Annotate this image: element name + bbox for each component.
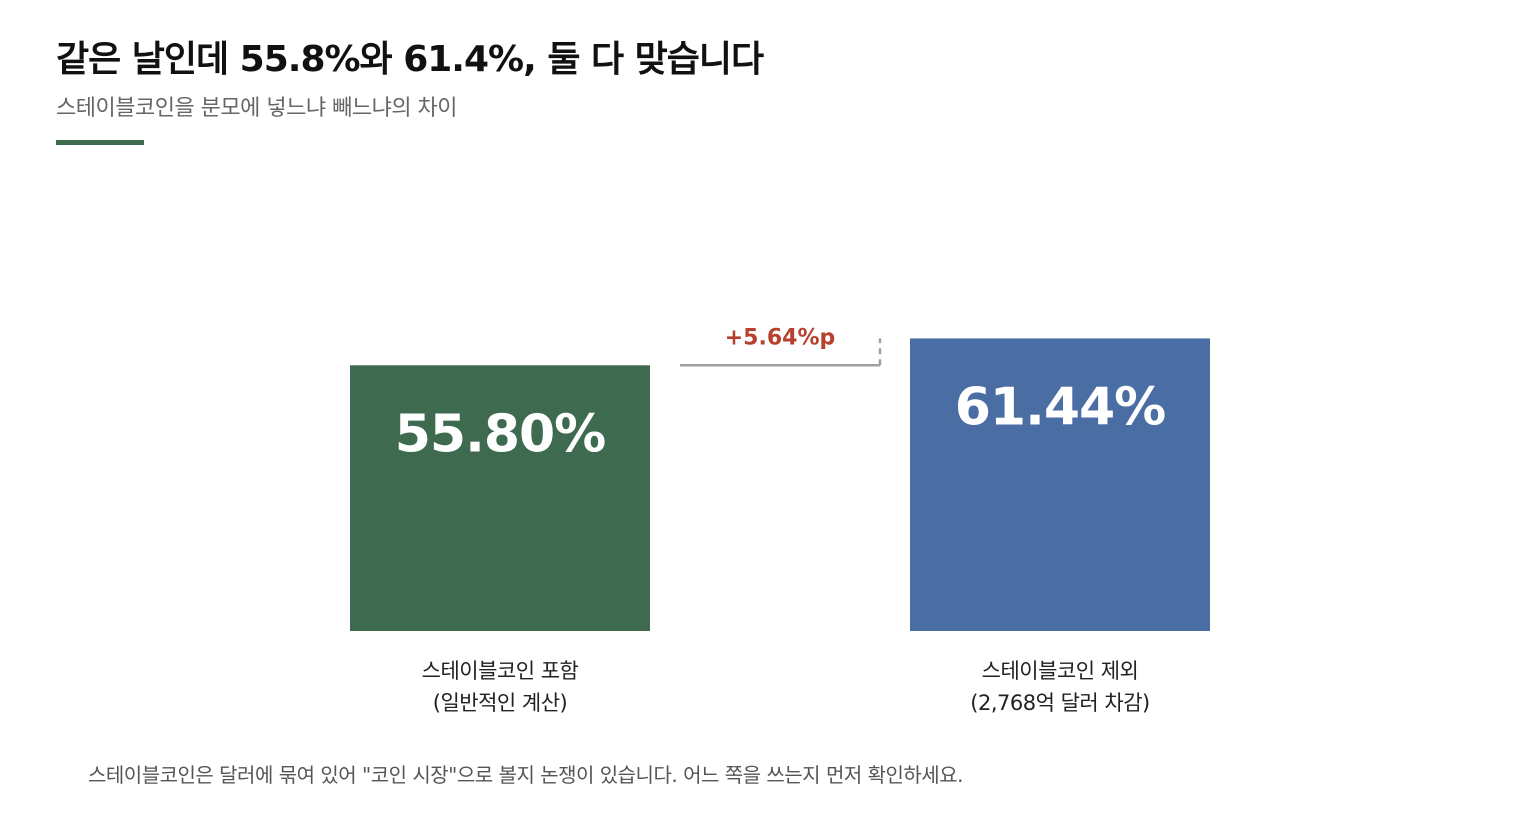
difference-label: +5.64%p bbox=[725, 325, 836, 350]
category-label-excluding-stablecoins: 스테이블코인 제외 (2,768억 달러 차감) bbox=[910, 655, 1210, 719]
bar-excluding-stablecoins bbox=[910, 338, 1210, 631]
category-label-line: (2,768억 달러 차감) bbox=[970, 691, 1150, 715]
chart-subtitle: 스테이블코인을 분모에 넣느냐 빼느냐의 차이 bbox=[56, 96, 458, 121]
bar-value-label: 55.80% bbox=[395, 404, 606, 464]
chart-header: 같은 날인데 55.8%와 61.4%, 둘 다 맞습니다 스테이블코인을 분모… bbox=[56, 36, 764, 145]
category-label-line: (일반적인 계산) bbox=[432, 691, 568, 715]
category-label-line: 스테이블코인 제외 bbox=[981, 659, 1139, 683]
footnote: 스테이블코인은 달러에 묶여 있어 "코인 시장"으로 볼지 논쟁이 있습니다.… bbox=[88, 763, 963, 787]
bar-including-stablecoins bbox=[350, 365, 650, 631]
bar-value-label: 61.44% bbox=[955, 377, 1166, 437]
accent-rule bbox=[56, 140, 144, 145]
category-label-including-stablecoins: 스테이블코인 포함 (일반적인 계산) bbox=[350, 655, 650, 719]
chart-title: 같은 날인데 55.8%와 61.4%, 둘 다 맞습니다 bbox=[56, 39, 764, 80]
category-label-line: 스테이블코인 포함 bbox=[421, 659, 579, 683]
